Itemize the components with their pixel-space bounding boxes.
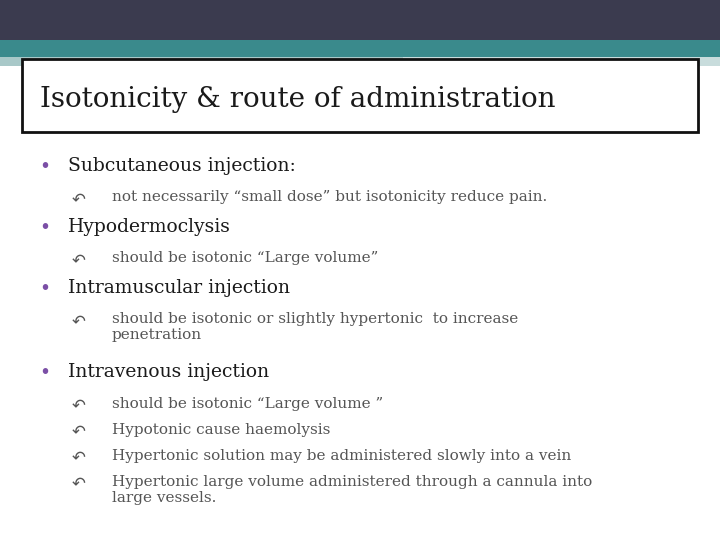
Text: •: •: [40, 218, 50, 237]
Text: Intramuscular injection: Intramuscular injection: [68, 279, 290, 296]
FancyBboxPatch shape: [22, 59, 698, 132]
Text: should be isotonic or slightly hypertonic  to increase
penetration: should be isotonic or slightly hypertoni…: [112, 312, 518, 342]
Bar: [403, 57, 720, 66]
Text: Hypodermoclysis: Hypodermoclysis: [68, 218, 231, 235]
Text: Intravenous injection: Intravenous injection: [68, 363, 269, 381]
Text: should be isotonic “Large volume”: should be isotonic “Large volume”: [112, 251, 378, 265]
Text: ↶: ↶: [72, 397, 86, 415]
Bar: [0, 0, 720, 40]
Text: not necessarily “small dose” but isotonicity reduce pain.: not necessarily “small dose” but isotoni…: [112, 190, 547, 204]
Text: Hypertonic solution may be administered slowly into a vein: Hypertonic solution may be administered …: [112, 449, 571, 463]
Text: •: •: [40, 279, 50, 298]
Text: ↶: ↶: [72, 312, 86, 330]
Text: •: •: [40, 157, 50, 176]
Text: Isotonicity & route of administration: Isotonicity & route of administration: [40, 86, 555, 113]
Text: ↶: ↶: [72, 190, 86, 208]
Bar: [0, 57, 403, 66]
Text: Hypertonic large volume administered through a cannula into
large vessels.: Hypertonic large volume administered thr…: [112, 475, 592, 505]
Text: should be isotonic “Large volume ”: should be isotonic “Large volume ”: [112, 397, 383, 411]
Text: ↶: ↶: [72, 251, 86, 269]
Text: ↶: ↶: [72, 449, 86, 467]
Text: Hypotonic cause haemolysis: Hypotonic cause haemolysis: [112, 423, 330, 437]
Bar: [0, 40, 720, 57]
Text: ↶: ↶: [72, 475, 86, 492]
Text: •: •: [40, 363, 50, 382]
Text: Subcutaneous injection:: Subcutaneous injection:: [68, 157, 296, 174]
Text: ↶: ↶: [72, 423, 86, 441]
